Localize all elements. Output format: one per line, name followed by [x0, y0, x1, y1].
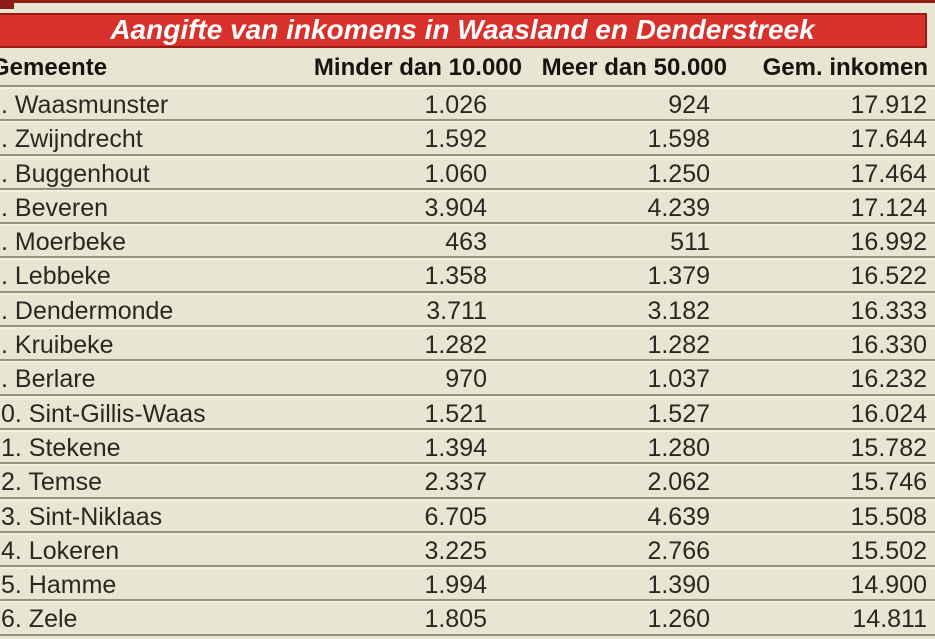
minder-dan-10000-cell: 970: [445, 365, 487, 394]
gem-inkomen-cell: 15.782: [850, 433, 927, 462]
table-row: 2. Temse 2.337 2.062 15.746: [0, 462, 935, 496]
gemeente-cell: . Zwijndrecht: [1, 125, 143, 154]
header-gem-inkomen: Gem. inkomen: [762, 54, 928, 81]
gemeente-cell: 0. Sint-Gillis-Waas: [1, 399, 206, 428]
minder-dan-10000-cell: 1.592: [424, 125, 487, 154]
meer-dan-50000-cell: 1.379: [647, 262, 710, 291]
minder-dan-10000-cell: 2.337: [424, 468, 487, 497]
table-row: . Buggenhout 1.060 1.250 17.464: [0, 153, 935, 188]
meer-dan-50000-cell: 511: [670, 228, 710, 257]
table-row: 4. Lokeren 3.225 2.766 15.502: [0, 530, 935, 565]
gemeente-cell: 5. Hamme: [1, 571, 117, 600]
meer-dan-50000-cell: 1.260: [647, 605, 710, 634]
gemeente-cell: . Berlare: [1, 365, 96, 394]
meer-dan-50000-cell: 1.250: [647, 159, 710, 188]
minder-dan-10000-cell: 1.060: [424, 159, 487, 188]
title-bar: Aangifte van inkomens in Waasland en Den…: [0, 13, 927, 48]
gem-inkomen-cell: 16.333: [850, 296, 927, 325]
table-body: . Waasmunster 1.026 924 17.912 . Zwijndr…: [0, 85, 935, 636]
table-row: . Moerbeke 463 511 16.992: [0, 222, 935, 256]
table-row: . Berlare 970 1.037 16.232: [0, 359, 935, 393]
minder-dan-10000-cell: 1.994: [424, 571, 487, 600]
minder-dan-10000-cell: 6.705: [424, 502, 487, 531]
gem-inkomen-cell: 16.024: [850, 399, 927, 428]
table-row: 1. Stekene 1.394 1.280 15.782: [0, 427, 935, 462]
table-row: 6. Zele 1.805 1.260 14.811: [0, 599, 935, 633]
gemeente-cell: . Moerbeke: [1, 228, 127, 257]
header-minder-dan-10000: Minder dan 10.000: [313, 54, 522, 81]
gem-inkomen-cell: 15.508: [850, 502, 927, 531]
gemeente-cell: . Beveren: [1, 193, 109, 222]
meer-dan-50000-cell: 1.598: [647, 125, 710, 154]
meer-dan-50000-cell: 4.239: [647, 193, 710, 222]
minder-dan-10000-cell: 3.904: [424, 193, 487, 222]
table-row: . Waasmunster 1.026 924 17.912: [0, 85, 935, 119]
page-title: Aangifte van inkomens in Waasland en Den…: [110, 13, 815, 45]
minder-dan-10000-cell: 463: [445, 228, 487, 257]
top-left-corner-mark: [0, 0, 14, 9]
gem-inkomen-cell: 17.124: [850, 193, 927, 222]
table-row: 3. Sint-Niklaas 6.705 4.639 15.508: [0, 496, 935, 531]
gemeente-cell: 1. Stekene: [1, 433, 121, 462]
gemeente-cell: 3. Sint-Niklaas: [1, 502, 163, 531]
header-gemeente: Gemeente: [0, 54, 108, 81]
gemeente-cell: 4. Lokeren: [1, 536, 120, 565]
meer-dan-50000-cell: 2.062: [647, 468, 710, 497]
minder-dan-10000-cell: 1.521: [424, 399, 487, 428]
meer-dan-50000-cell: 4.639: [647, 502, 710, 531]
gem-inkomen-cell: 16.522: [850, 262, 927, 291]
meer-dan-50000-cell: 1.280: [647, 433, 710, 462]
minder-dan-10000-cell: 1.394: [424, 433, 487, 462]
minder-dan-10000-cell: 1.805: [424, 605, 487, 634]
gemeente-cell: . Lebbeke: [1, 262, 111, 291]
minder-dan-10000-cell: 1.282: [424, 331, 487, 360]
gemeente-cell: 6. Zele: [1, 605, 78, 634]
minder-dan-10000-cell: 1.358: [424, 262, 487, 291]
table-row: . Kruibeke 1.282 1.282 16.330: [0, 325, 935, 359]
meer-dan-50000-cell: 3.182: [647, 296, 710, 325]
gem-inkomen-cell: 15.746: [850, 468, 927, 497]
gemeente-cell: 2. Temse: [1, 468, 102, 497]
meer-dan-50000-cell: 1.282: [647, 331, 710, 360]
gem-inkomen-cell: 17.464: [850, 159, 927, 188]
minder-dan-10000-cell: 3.711: [426, 296, 487, 325]
table-row: 5. Hamme 1.994 1.390 14.900: [0, 565, 935, 599]
gem-inkomen-cell: 16.992: [850, 228, 927, 257]
gem-inkomen-cell: 16.232: [850, 365, 927, 394]
gem-inkomen-cell: 14.900: [850, 571, 927, 600]
meer-dan-50000-cell: 1.390: [647, 571, 710, 600]
minder-dan-10000-cell: 3.225: [424, 536, 487, 565]
gemeente-cell: . Dendermonde: [1, 296, 174, 325]
table-row: . Dendermonde 3.711 3.182 16.333: [0, 290, 935, 325]
gem-inkomen-cell: 17.912: [850, 91, 927, 119]
minder-dan-10000-cell: 1.026: [424, 91, 487, 119]
gem-inkomen-cell: 17.644: [850, 125, 927, 154]
table-row: . Zwijndrecht 1.592 1.598 17.644: [0, 119, 935, 153]
gemeente-cell: . Waasmunster: [1, 91, 169, 119]
meer-dan-50000-cell: 1.037: [647, 365, 710, 394]
gemeente-cell: . Kruibeke: [1, 331, 114, 360]
top-rule: [0, 0, 935, 3]
table-row: . Beveren 3.904 4.239 17.124: [0, 187, 935, 222]
gem-inkomen-cell: 14.811: [852, 605, 927, 634]
gemeente-cell: . Buggenhout: [1, 159, 150, 188]
header-meer-dan-50000: Meer dan 50.000: [541, 54, 727, 81]
table-row: 0. Sint-Gillis-Waas 1.521 1.527 16.024: [0, 393, 935, 428]
meer-dan-50000-cell: 924: [668, 91, 710, 119]
gem-inkomen-cell: 15.502: [850, 536, 927, 565]
meer-dan-50000-cell: 2.766: [647, 536, 710, 565]
gem-inkomen-cell: 16.330: [850, 331, 927, 360]
table-header-row: Gemeente Minder dan 10.000 Meer dan 50.0…: [0, 48, 935, 85]
table-row: . Lebbeke 1.358 1.379 16.522: [0, 256, 935, 290]
meer-dan-50000-cell: 1.527: [647, 399, 710, 428]
